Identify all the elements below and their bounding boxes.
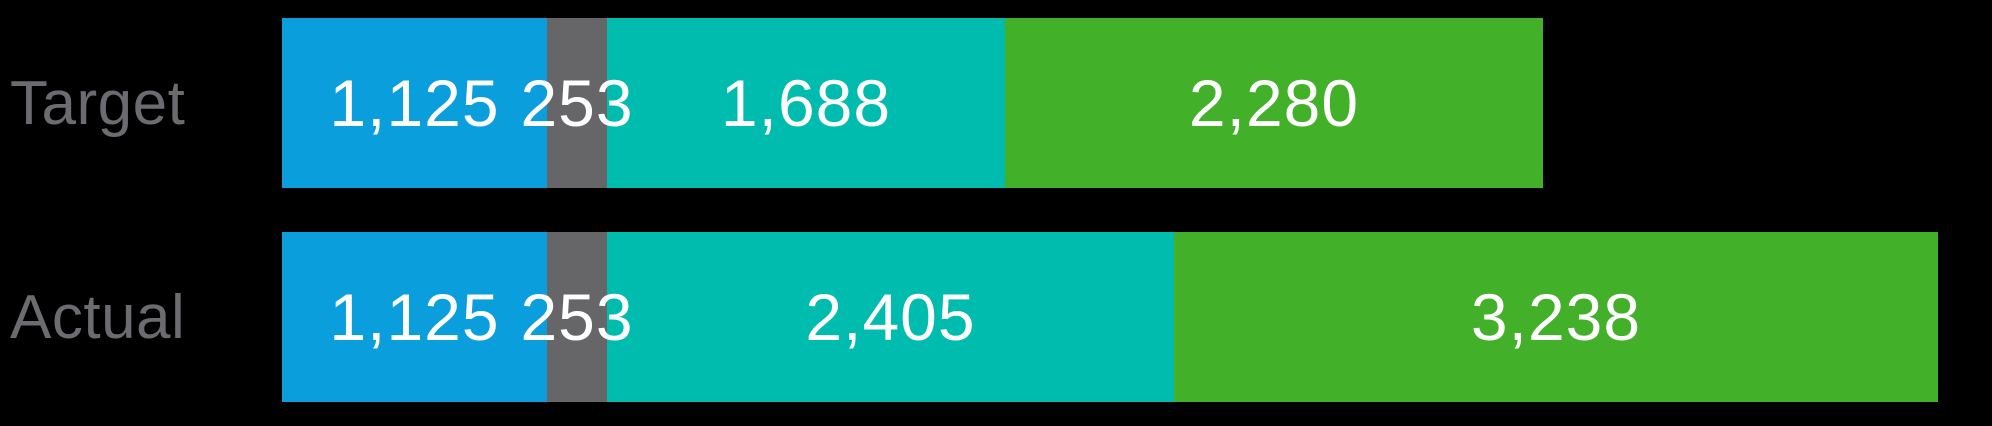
bar-segment-blue: 1,125 <box>282 232 547 402</box>
category-label-actual: Actual <box>10 282 186 352</box>
bar-segment-gray: 253 <box>520 18 633 188</box>
segment-value-label: 253 <box>520 66 634 140</box>
bar-segment-blue: 1,125 <box>282 18 547 188</box>
segment-value-label: 1,688 <box>720 66 892 140</box>
bar-actual: 1,125 253 2,405 3,238 <box>282 232 1938 402</box>
bar-segment-teal: 1,688 <box>607 18 1005 188</box>
bar-row-target: Target 1,125 253 1,688 2,280 <box>0 18 1992 188</box>
bar-target: 1,125 253 1,688 2,280 <box>282 18 1543 188</box>
segment-value-label: 1,125 <box>329 280 500 354</box>
bar-segment-gray: 253 <box>520 232 633 402</box>
segment-value-label: 1,125 <box>329 66 500 140</box>
bar-segment-green: 2,280 <box>1005 18 1543 188</box>
segment-value-label: 253 <box>520 280 634 354</box>
segment-value-label: 2,405 <box>805 280 976 354</box>
segment-value-label: 3,238 <box>1470 280 1642 354</box>
segment-value-label: 2,280 <box>1188 66 1360 140</box>
bar-row-actual: Actual 1,125 253 2,405 3,238 <box>0 232 1992 402</box>
bar-segment-teal: 2,405 <box>607 232 1174 402</box>
bar-segment-green: 3,238 <box>1174 232 1938 402</box>
category-label-target: Target <box>10 68 186 138</box>
